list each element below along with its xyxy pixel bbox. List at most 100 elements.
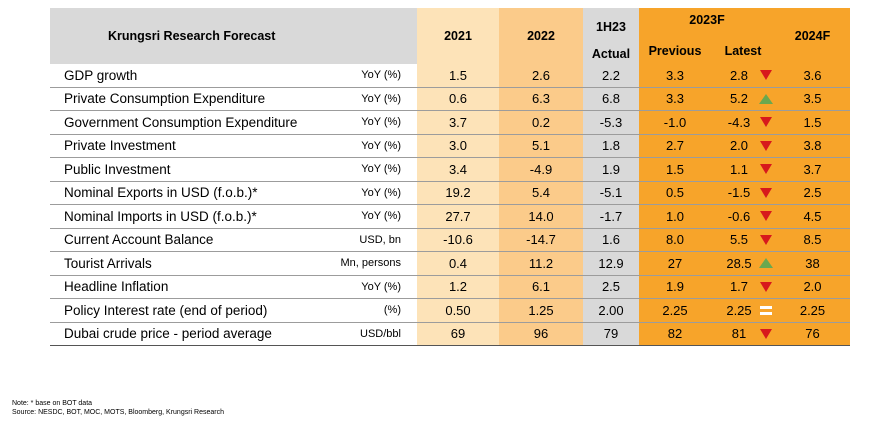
footnote: Note: * base on BOT data bbox=[12, 400, 93, 407]
cell-2024f: 3.5 bbox=[775, 87, 850, 110]
cell-2024f: 76 bbox=[775, 322, 850, 345]
cell-previous: 1.5 bbox=[639, 158, 711, 181]
row-unit: USD/bbl bbox=[360, 327, 401, 340]
table-row: Private Consumption Expenditure YoY (%) 0.… bbox=[50, 87, 850, 111]
table-header: Krungsri Research Forecast 2021 2022 1H2… bbox=[50, 8, 850, 64]
header-2024f: 2024F bbox=[775, 8, 850, 64]
row-label: Tourist Arrivals bbox=[64, 255, 152, 271]
down-arrow-icon bbox=[760, 187, 772, 198]
cell-2024f: 2.5 bbox=[775, 181, 850, 204]
row-unit: YoY (%) bbox=[361, 280, 401, 293]
cell-2024f: 38 bbox=[775, 252, 850, 275]
cell-1h23: 6.8 bbox=[583, 87, 639, 110]
row-unit: YoY (%) bbox=[361, 69, 401, 82]
table-row: Public Investment YoY (%) 3.4 -4.9 1.9 1.5 1.1… bbox=[50, 158, 850, 182]
cell-previous: 1.0 bbox=[639, 205, 711, 228]
cell-latest-value: -0.6 bbox=[727, 208, 751, 224]
cell-previous: 3.3 bbox=[639, 64, 711, 87]
cell-1h23: 12.9 bbox=[583, 252, 639, 275]
cell-previous: -1.0 bbox=[639, 111, 711, 134]
table-row: Tourist Arrivals Mn, persons 0.4 11.2 12.9 27… bbox=[50, 252, 850, 276]
cell-latest: 28.5 bbox=[711, 252, 775, 275]
row-unit: (%) bbox=[383, 304, 401, 317]
cell-previous: 2.25 bbox=[639, 299, 711, 322]
table-row: Current Account Balance USD, bn -10.6 -14.7… bbox=[50, 228, 850, 252]
cell-1h23: 2.5 bbox=[583, 275, 639, 298]
cell-1h23: 1.8 bbox=[583, 134, 639, 157]
row-unit: YoY (%) bbox=[361, 116, 401, 129]
cell-2022: 6.3 bbox=[499, 87, 583, 110]
cell-previous: 27 bbox=[639, 252, 711, 275]
row-label: Private Investment bbox=[64, 138, 176, 154]
cell-2024f: 3.8 bbox=[775, 134, 850, 157]
cell-latest: -1.5 bbox=[711, 181, 775, 204]
down-arrow-icon bbox=[760, 117, 772, 128]
cell-latest: 1.7 bbox=[711, 275, 775, 298]
cell-2022: 96 bbox=[499, 322, 583, 345]
trend-indicator bbox=[757, 229, 775, 252]
cell-1h23: 1.6 bbox=[583, 228, 639, 251]
down-arrow-icon bbox=[760, 281, 772, 292]
row-unit: Mn, persons bbox=[340, 257, 401, 270]
cell-2022: 6.1 bbox=[499, 275, 583, 298]
cell-2024f: 3.7 bbox=[775, 158, 850, 181]
row-label: Headline Inflation bbox=[64, 279, 169, 295]
row-unit: YoY (%) bbox=[361, 186, 401, 199]
row-unit: USD, bn bbox=[359, 233, 401, 246]
down-arrow-icon bbox=[760, 164, 772, 175]
cell-2024f: 3.6 bbox=[775, 64, 850, 87]
row-label: GDP growth bbox=[64, 67, 138, 83]
row-label: Nominal Exports in USD (f.o.b.)* bbox=[64, 185, 258, 201]
cell-previous: 2.7 bbox=[639, 134, 711, 157]
cell-2021: 0.4 bbox=[417, 252, 499, 275]
trend-indicator bbox=[757, 182, 775, 205]
trend-indicator bbox=[757, 205, 775, 228]
cell-1h23: -5.3 bbox=[583, 111, 639, 134]
cell-1h23: -5.1 bbox=[583, 181, 639, 204]
cell-2024f: 1.5 bbox=[775, 111, 850, 134]
cell-2021: 0.6 bbox=[417, 87, 499, 110]
up-arrow-icon bbox=[759, 258, 773, 269]
cell-2024f: 2.25 bbox=[775, 299, 850, 322]
source-note: Source: NESDC, BOT, MOC, MOTS, Bloomberg… bbox=[12, 409, 225, 416]
cell-latest: 2.0 bbox=[711, 134, 775, 157]
table-row: Headline Inflation YoY (%) 1.2 6.1 2.5 1.9 1.7… bbox=[50, 275, 850, 299]
trend-indicator bbox=[757, 111, 775, 134]
cell-latest-value: 5.5 bbox=[729, 232, 749, 248]
cell-2022: 11.2 bbox=[499, 252, 583, 275]
cell-2022: 5.4 bbox=[499, 181, 583, 204]
cell-2024f: 4.5 bbox=[775, 205, 850, 228]
cell-2021: 27.7 bbox=[417, 205, 499, 228]
cell-previous: 0.5 bbox=[639, 181, 711, 204]
table-row: Policy Interest rate (end of period) (%) 0… bbox=[50, 299, 850, 323]
cell-latest: 2.25 bbox=[711, 299, 775, 322]
trend-indicator bbox=[757, 88, 775, 111]
row-label: Private Consumption Expenditure bbox=[64, 91, 266, 107]
cell-previous: 8.0 bbox=[639, 228, 711, 251]
table-row: Private Investment YoY (%) 3.0 5.1 1.8 2.7 2.0… bbox=[50, 134, 850, 158]
row-label: Policy Interest rate (end of period) bbox=[64, 302, 268, 318]
cell-2021: 1.2 bbox=[417, 275, 499, 298]
cell-2021: 3.4 bbox=[417, 158, 499, 181]
header-2023f-label: 2023F bbox=[689, 13, 725, 27]
header-previous-label: Previous bbox=[648, 44, 702, 58]
cell-latest-value: 81 bbox=[731, 326, 747, 342]
cell-1h23: 2.2 bbox=[583, 64, 639, 87]
header-actual-label: Actual bbox=[591, 47, 631, 61]
table-body: GDP growth YoY (%) 1.5 2.6 2.2 3.3 2.8 3.6 Priva… bbox=[50, 64, 850, 346]
cell-latest-value: 1.7 bbox=[729, 279, 749, 295]
cell-1h23: 79 bbox=[583, 322, 639, 345]
header-latest-label: Latest bbox=[724, 44, 762, 58]
trend-indicator bbox=[757, 276, 775, 299]
cell-latest: 5.2 bbox=[711, 87, 775, 110]
row-label: Government Consumption Expenditure bbox=[64, 114, 298, 130]
table-row: Nominal Exports in USD (f.o.b.)* YoY (%) 1… bbox=[50, 181, 850, 205]
header-2022: 2022 bbox=[499, 8, 583, 64]
cell-2022: 5.1 bbox=[499, 134, 583, 157]
up-arrow-icon bbox=[759, 93, 773, 104]
table-row: Nominal Imports in USD (f.o.b.)* YoY (%) 2… bbox=[50, 205, 850, 229]
cell-latest: 5.5 bbox=[711, 228, 775, 251]
row-unit: YoY (%) bbox=[361, 92, 401, 105]
cell-latest-value: 5.2 bbox=[729, 91, 749, 107]
header-1h23: 1H23 Actual bbox=[583, 8, 639, 64]
